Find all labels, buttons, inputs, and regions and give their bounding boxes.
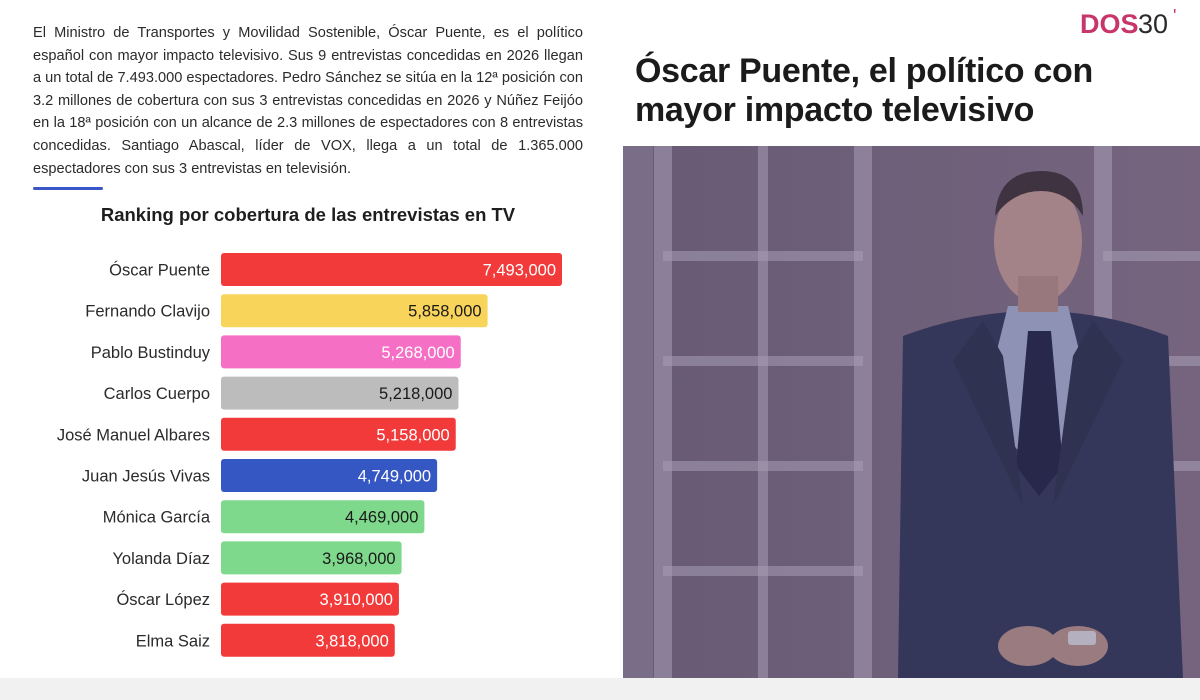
category-label: Fernando Clavijo	[85, 303, 210, 321]
bar	[221, 459, 438, 492]
value-label: 3,818,000	[315, 632, 388, 650]
category-label: José Manuel Albares	[57, 426, 210, 444]
category-label: Óscar Puente	[109, 261, 210, 280]
value-label: 4,749,000	[358, 468, 431, 486]
portrait-illustration	[623, 146, 1200, 678]
value-label: 7,493,000	[483, 262, 556, 280]
bar	[221, 253, 562, 286]
headline: Óscar Puente, el político con mayor impa…	[635, 52, 1093, 129]
category-label: Elma Saiz	[136, 632, 210, 650]
category-label: Yolanda Díaz	[112, 550, 210, 568]
bar	[221, 335, 461, 369]
value-label: 4,469,000	[345, 509, 418, 527]
ranking-bar-chart: Óscar Puente 7,493,000 Fernando Clavijo 5,8…	[57, 253, 562, 657]
bar	[221, 500, 425, 534]
category-label: Juan Jesús Vivas	[82, 468, 210, 486]
accent-divider	[33, 187, 103, 190]
politician-photo	[623, 146, 1200, 678]
value-label: 5,158,000	[376, 426, 449, 444]
value-label: 3,968,000	[322, 550, 395, 568]
svg-text:DOS: DOS	[1080, 9, 1139, 38]
category-label: Pablo Bustinduy	[91, 344, 211, 362]
svg-text:30: 30	[1138, 9, 1168, 38]
bar	[221, 294, 488, 328]
brand-logo: DOS 30 '	[1080, 8, 1176, 38]
value-label: 5,218,000	[379, 385, 452, 403]
intro-paragraph: El Ministro de Transportes y Movilidad S…	[33, 25, 583, 177]
value-label: 3,910,000	[320, 591, 393, 609]
svg-text:': '	[1173, 8, 1176, 26]
value-label: 5,268,000	[381, 344, 454, 362]
bar	[221, 417, 456, 451]
bar	[221, 582, 399, 616]
bar	[221, 623, 395, 657]
chart-title: Ranking por cobertura de las entrevistas…	[100, 204, 516, 225]
bar	[221, 376, 459, 410]
category-label: Mónica García	[103, 509, 211, 527]
footer-band	[0, 678, 1200, 700]
category-label: Carlos Cuerpo	[104, 385, 210, 403]
value-label: 5,858,000	[408, 303, 481, 321]
category-label: Óscar López	[116, 590, 210, 609]
bar	[221, 541, 402, 575]
